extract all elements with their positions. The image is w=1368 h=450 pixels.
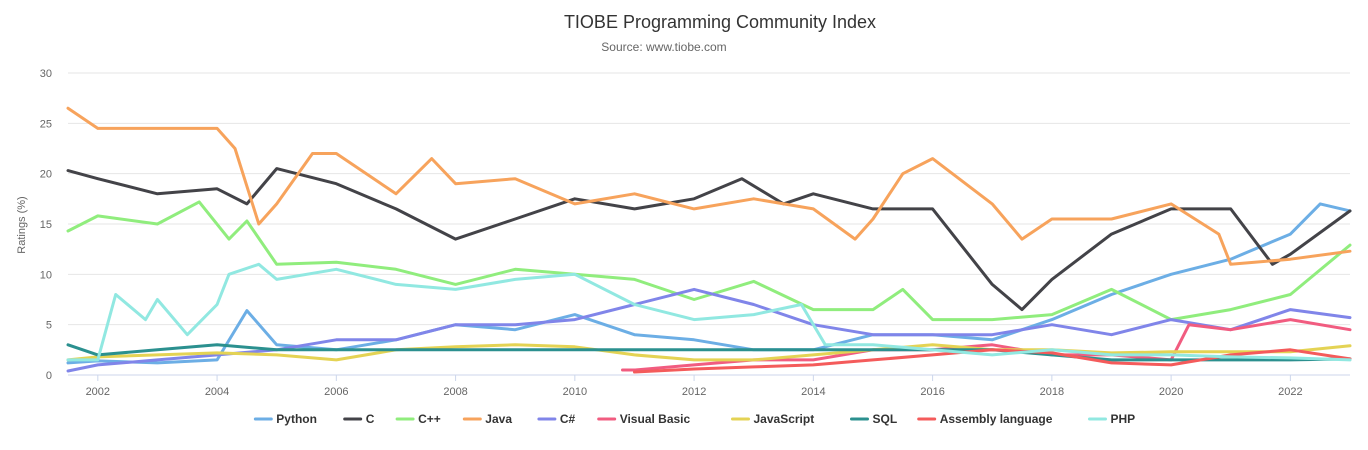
x-tick-label: 2014 (801, 386, 825, 398)
x-tick-label: 2022 (1278, 386, 1302, 398)
series-line-php[interactable] (66, 262, 1352, 362)
series-line-assembly-language[interactable] (633, 348, 1352, 374)
x-tick-label: 2020 (1159, 386, 1183, 398)
legend-item-python[interactable]: Python (253, 412, 317, 426)
x-tick-label: 2012 (682, 386, 706, 398)
legend-label: C++ (418, 412, 441, 426)
legend-label: Visual Basic (620, 412, 691, 426)
y-tick-label: 25 (40, 118, 52, 130)
y-tick-label: 10 (40, 269, 52, 281)
legend-item-c[interactable]: C# (537, 412, 576, 426)
legend-item-visual-basic[interactable]: Visual Basic (597, 412, 691, 426)
legend-item-java[interactable]: Java (462, 412, 512, 426)
y-tick-label: 30 (40, 68, 52, 80)
x-tick-label: 2016 (920, 386, 944, 398)
legend-item-php[interactable]: PHP (1088, 412, 1136, 426)
chart-title: TIOBE Programming Community Index (563, 12, 877, 32)
series-line-sql[interactable] (66, 343, 1352, 362)
legend-item-javascript[interactable]: JavaScript (731, 412, 815, 426)
y-tick-label: 20 (40, 169, 52, 181)
y-tick-label: 5 (46, 320, 52, 332)
chart-subtitle: Source: www.tiobe.com (601, 40, 727, 54)
series-line-python[interactable] (66, 202, 1352, 365)
series-lines (66, 106, 1352, 374)
series-line-c[interactable] (66, 287, 1352, 373)
x-tick-label: 2008 (443, 386, 467, 398)
legend-label: C (366, 412, 375, 426)
legend-label: Java (485, 412, 512, 426)
y-tick-label: 0 (46, 370, 52, 382)
legend-label: PHP (1111, 412, 1136, 426)
legend-label: C# (560, 412, 576, 426)
legend-item-assembly-language[interactable]: Assembly language (917, 412, 1053, 426)
legend-label: JavaScript (754, 412, 815, 426)
x-tick-label: 2018 (1040, 386, 1064, 398)
series-line-visual-basic[interactable] (621, 318, 1352, 372)
legend[interactable]: Python C C++ Java C# Visual Basic JavaScript SQ… (253, 412, 1136, 426)
x-tick-label: 2002 (86, 386, 110, 398)
legend-label: Python (276, 412, 317, 426)
y-tick-label: 15 (40, 219, 52, 231)
legend-label: SQL (873, 412, 898, 426)
series-line-javascript[interactable] (66, 343, 1352, 362)
x-tick-label: 2004 (205, 386, 229, 398)
y-axis-title: Ratings (%) (16, 196, 28, 253)
series-line-java[interactable] (66, 106, 1352, 266)
x-tick-label: 2006 (324, 386, 348, 398)
series-line-c[interactable] (66, 167, 1352, 312)
x-tick-label: 2010 (563, 386, 587, 398)
series-line-c[interactable] (66, 200, 1352, 322)
legend-label: Assembly language (940, 412, 1053, 426)
axes: 0 5 10 15 20 25 30 2002 2004 2006 2008 2010 2012 2014… (40, 68, 1350, 398)
legend-item-sql[interactable]: SQL (850, 412, 898, 426)
legend-item-c[interactable]: C (343, 412, 375, 426)
legend-item-c[interactable]: C++ (395, 412, 441, 426)
